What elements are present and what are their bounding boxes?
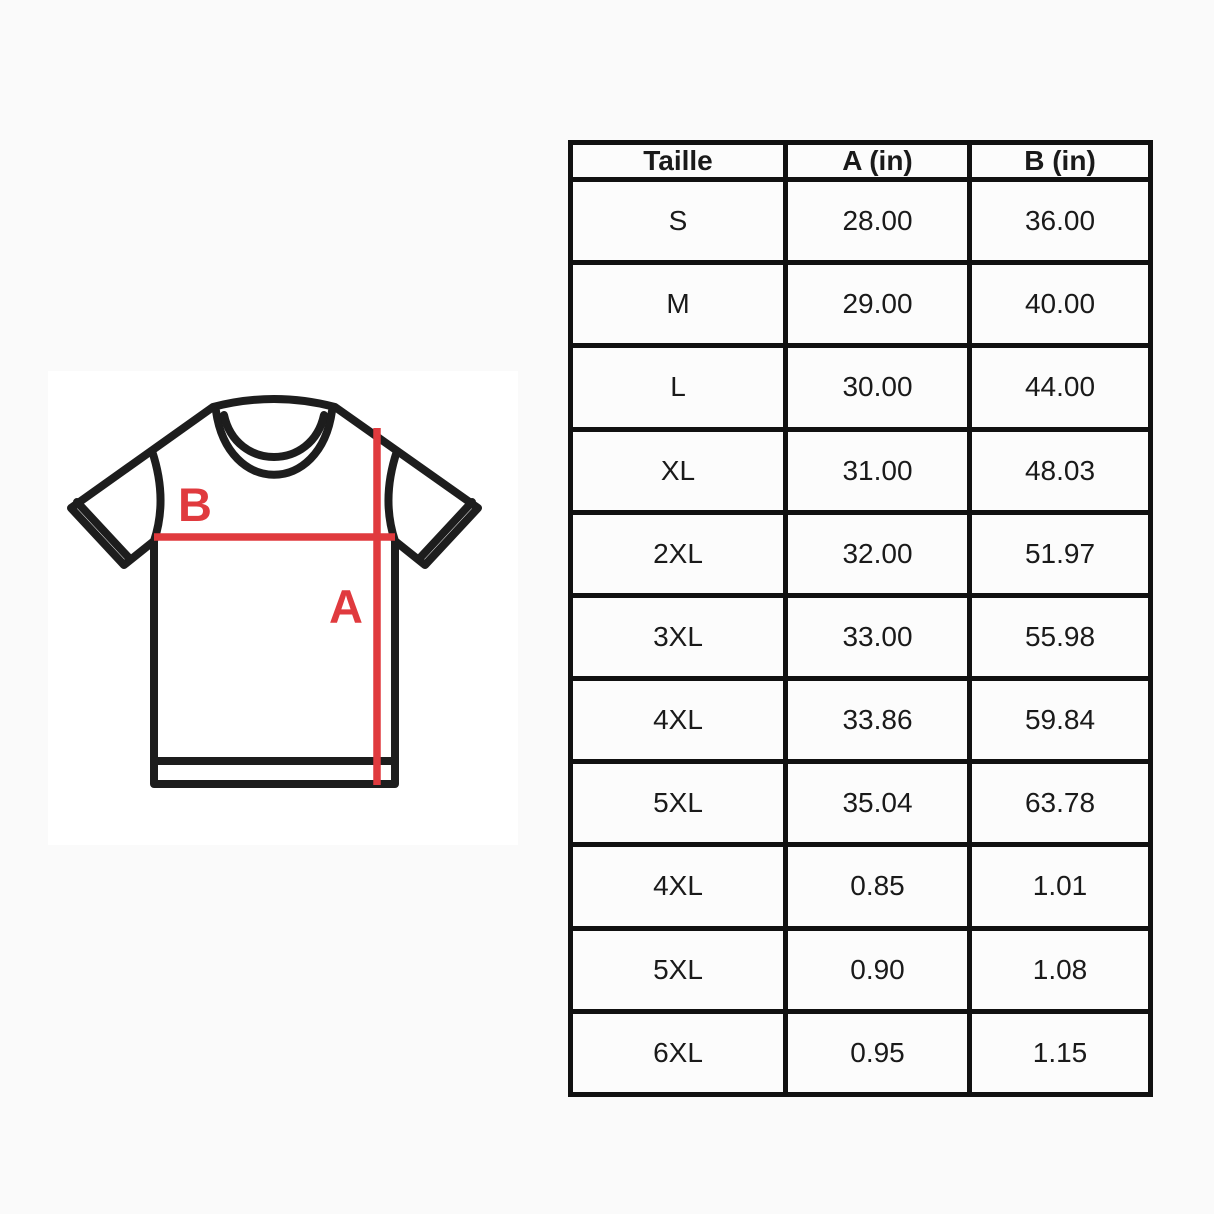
table-cell: M [568,260,788,349]
table-row: 5XL 35.04 63.78 [568,759,1153,848]
table-cell: 3XL [568,592,788,682]
measurement-label-a: A [329,580,363,633]
table-cell: 4XL [568,676,788,765]
table-cell: 40.00 [967,260,1153,349]
table-row: XL 31.00 48.03 [568,426,1153,515]
table-row: 6XL 0.95 1.15 [568,1008,1153,1098]
table-cell: 0.85 [783,842,972,931]
table-cell: 33.00 [783,592,972,682]
table-cell: 1.08 [967,925,1153,1014]
table-row: S 28.00 36.00 [568,176,1153,266]
table-row: M 29.00 40.00 [568,260,1153,349]
table-cell: 55.98 [967,592,1153,682]
table-cell: 5XL [568,925,788,1014]
table-cell: 0.90 [783,925,972,1014]
table-cell: 35.04 [783,759,972,848]
collar-inner-arc [220,411,328,461]
right-armhole-seam [384,447,401,545]
table-cell: 63.78 [967,759,1153,848]
column-header-taille: Taille [568,140,788,182]
column-header-a: A (in) [783,140,972,182]
table-cell: 51.97 [967,509,1153,598]
table-row: 5XL 0.90 1.08 [568,925,1153,1014]
table-cell: 6XL [568,1008,788,1098]
measurement-lines [154,428,395,785]
table-cell: 29.00 [783,260,972,349]
table-cell: 4XL [568,842,788,931]
size-table-body: S 28.00 36.00 M 29.00 40.00 L 30.00 44.00 XL 31.00… [568,176,1153,1098]
table-cell: 1.01 [967,842,1153,931]
measurement-label-b: B [178,478,212,531]
table-cell: 33.86 [783,676,972,765]
collar-outer-arc [212,407,336,479]
table-cell: 1.15 [967,1008,1153,1098]
tshirt-detail-lines [73,407,476,765]
table-cell: 2XL [568,509,788,598]
table-cell: 30.00 [783,343,972,432]
left-armhole-seam [148,447,165,545]
table-cell: XL [568,426,788,515]
table-cell: 32.00 [783,509,972,598]
table-cell: 59.84 [967,676,1153,765]
table-row: 4XL 33.86 59.84 [568,676,1153,765]
table-cell: 48.03 [967,426,1153,515]
table-cell: 36.00 [967,176,1153,266]
tshirt-diagram-icon: B A [67,395,482,788]
table-row: L 30.00 44.00 [568,343,1153,432]
size-table: Taille A (in) B (in) S 28.00 36.00 M 29.00 40… [568,140,1153,1098]
table-row: 4XL 0.85 1.01 [568,842,1153,931]
right-cuff-line [415,498,476,563]
table-row: 3XL 33.00 55.98 [568,592,1153,682]
tshirt-panel: B A [48,371,518,845]
table-cell: 5XL [568,759,788,848]
table-header-row: Taille A (in) B (in) [568,140,1153,182]
table-cell: 0.95 [783,1008,972,1098]
table-row: 2XL 32.00 51.97 [568,509,1153,598]
table-cell: 44.00 [967,343,1153,432]
left-cuff-line [73,498,134,563]
table-cell: S [568,176,788,266]
table-cell: 28.00 [783,176,972,266]
column-header-b: B (in) [967,140,1153,182]
table-cell: L [568,343,788,432]
table-cell: 31.00 [783,426,972,515]
